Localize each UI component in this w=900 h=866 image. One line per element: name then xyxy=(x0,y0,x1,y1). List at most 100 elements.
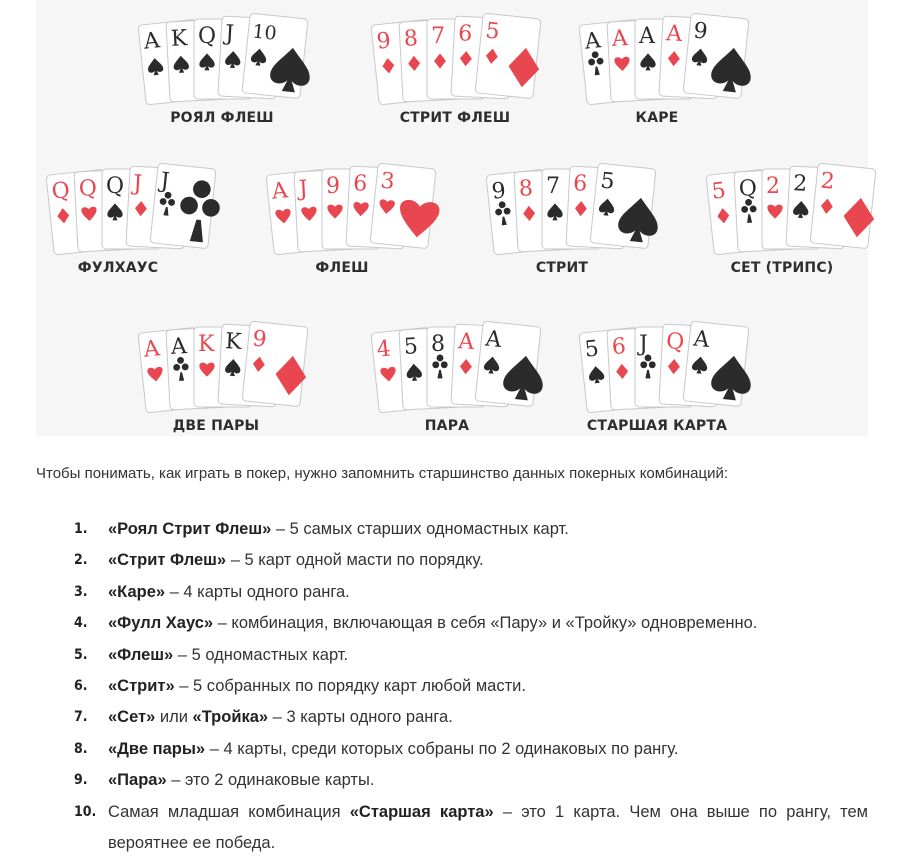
hand-description: – 4 карты, среди которых собраны по 2 од… xyxy=(205,739,679,758)
club-icon xyxy=(159,191,175,216)
spade-icon xyxy=(793,200,809,219)
item-number: 2. xyxy=(74,552,88,569)
diamond-icon xyxy=(485,48,498,64)
big-club-icon xyxy=(180,180,220,243)
card-rank: A xyxy=(638,24,656,49)
spade-icon xyxy=(250,48,267,66)
playing-card: 3 xyxy=(369,162,440,249)
hand-name: «Стрит Флеш» xyxy=(108,551,227,570)
spade-icon xyxy=(148,58,164,76)
spade-icon xyxy=(691,356,708,374)
heart-icon xyxy=(275,208,291,224)
card-rank: Q xyxy=(106,174,124,199)
card-face xyxy=(474,12,542,99)
hand-name: «Две пары» xyxy=(108,739,206,758)
item-number: 3. xyxy=(74,583,88,600)
playing-card: 5 xyxy=(474,12,542,99)
hand-label: КАРЕ xyxy=(635,110,679,126)
card-rank: 9 xyxy=(375,28,392,54)
spade-icon xyxy=(640,53,656,71)
spade-icon xyxy=(107,203,123,221)
card-rank: Q xyxy=(198,24,216,49)
hand-description: – 5 самых старших одномастных карт. xyxy=(271,520,569,538)
card-rank: A xyxy=(457,329,476,355)
card-rank: 5 xyxy=(583,336,600,362)
playing-card: 5 xyxy=(589,162,658,249)
item-number: 4. xyxy=(74,615,88,632)
hand-label: ДВЕ ПАРЫ xyxy=(172,418,260,434)
big-diamond-icon xyxy=(275,355,307,396)
card-rank: A xyxy=(691,326,712,353)
big-spade-icon xyxy=(270,47,310,93)
playing-card: 10 xyxy=(241,12,310,99)
card-rank: A xyxy=(141,28,162,55)
diamond-icon xyxy=(616,363,629,380)
big-spade-icon xyxy=(711,355,751,401)
diamond-icon xyxy=(382,58,395,74)
card-rank: 7 xyxy=(431,24,445,49)
card-rank: J xyxy=(131,171,143,197)
hand-description: – 3 карты одного ранга. xyxy=(268,708,453,727)
card-rank: A xyxy=(610,26,629,52)
card-rank: K xyxy=(170,26,188,52)
big-spade-icon xyxy=(618,197,658,243)
big-diamond-icon xyxy=(508,47,540,88)
heart-icon xyxy=(614,56,630,72)
card-rank: 9 xyxy=(251,326,268,352)
cards-fan: A K Q J 10 xyxy=(137,12,310,106)
hand-label: ФЛЕШ xyxy=(315,260,369,276)
card-rank: J xyxy=(296,176,308,202)
card-rank: 6 xyxy=(611,334,626,360)
card-rank: A xyxy=(582,28,603,55)
diamond-icon xyxy=(252,356,265,372)
list-item: 6. «Стрит» – 5 собранных по порядку карт … xyxy=(36,671,868,702)
card-rank: K xyxy=(198,332,215,357)
list-item: 5. «Флеш» – 5 одномастных карт. xyxy=(36,640,868,671)
list-item: 8. «Две пары» – 4 карты, среди которых со… xyxy=(36,734,868,765)
hand-label: СТРИТ xyxy=(535,260,589,276)
hand-name: «Старшая карта» xyxy=(349,802,494,821)
club-icon xyxy=(432,354,448,379)
playing-card: 9 xyxy=(682,12,751,99)
heart-icon xyxy=(301,206,317,222)
list-item: 7. «Сет» или «Тройка» – 3 карты одного ра… xyxy=(36,702,868,733)
hand-label: СТРИТ ФЛЕШ xyxy=(399,110,511,126)
card-rank: J xyxy=(637,332,648,357)
card-rank: Q xyxy=(78,176,97,202)
card-rank: A xyxy=(483,326,504,353)
intro-text: Чтобы понимать, как играть в покер, нужн… xyxy=(36,465,729,482)
list-item: 3. «Каре» – 4 карты одного ранга. xyxy=(36,577,868,608)
card-rank: A xyxy=(169,334,188,360)
heart-icon xyxy=(327,204,343,219)
spade-icon xyxy=(225,50,241,69)
hand-description: – это 1 карта. Чем она выше по рангу, те… xyxy=(108,802,868,852)
card-rank: 3 xyxy=(379,168,396,194)
hand-name: «Флеш» xyxy=(108,645,174,664)
card-rank: 2 xyxy=(819,168,836,194)
big-heart-icon xyxy=(400,199,440,238)
card-rank: 9 xyxy=(326,174,340,199)
hand-ranking-list: 1. «Роял Стрит Флеш» – 5 самых старших од… xyxy=(36,514,868,859)
hand-description: – 5 собранных по порядку карт любой маст… xyxy=(174,677,526,696)
list-item: 9. «Пара» – это 2 одинаковые карты. xyxy=(36,765,868,796)
hand-description: – 5 карт одной масти по порядку. xyxy=(226,551,484,570)
hand-label: ФУЛХАУС xyxy=(77,260,159,276)
card-rank: 7 xyxy=(546,174,560,199)
card-face xyxy=(241,320,309,407)
spade-icon xyxy=(483,356,500,374)
diamond-icon xyxy=(667,50,680,67)
card-rank: J xyxy=(223,21,235,47)
hand-name: «Фулл Хаус» xyxy=(108,614,214,633)
card-rank: 8 xyxy=(518,176,533,202)
card-rank: 9 xyxy=(692,18,709,44)
diamond-icon xyxy=(57,208,70,224)
diamond-icon xyxy=(408,55,421,72)
hand-description: – комбинация, включающая в себя «Пару» и… xyxy=(213,614,758,633)
